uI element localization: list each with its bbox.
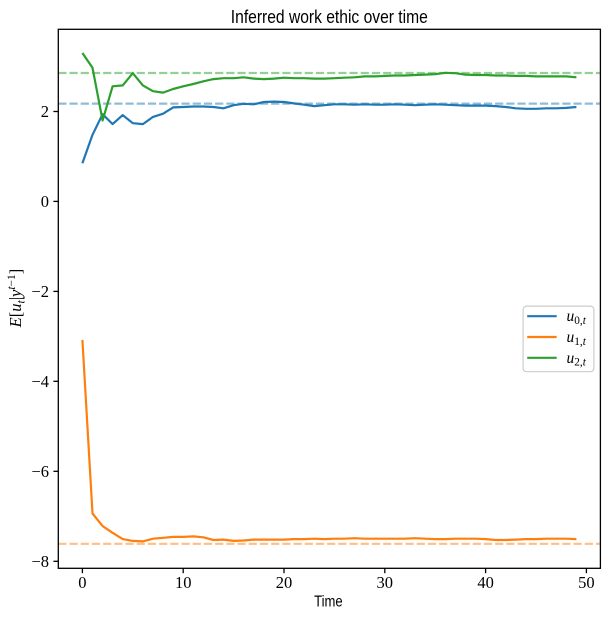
svg-text:30: 30 (377, 573, 394, 592)
svg-text:−4: −4 (31, 372, 49, 391)
svg-text:0: 0 (41, 192, 49, 211)
svg-text:u2,t: u2,t (567, 350, 587, 369)
svg-text:50: 50 (578, 573, 595, 592)
svg-text:−6: −6 (31, 462, 49, 481)
svg-text:0: 0 (78, 573, 86, 592)
svg-text:−2: −2 (31, 282, 49, 301)
svg-text:Inferred work ethic over time: Inferred work ethic over time (231, 6, 428, 27)
svg-text:E[ut|yt−1]: E[ut|yt−1] (6, 269, 28, 329)
svg-text:u0,t: u0,t (567, 308, 587, 327)
svg-text:−8: −8 (31, 552, 49, 571)
svg-text:10: 10 (175, 573, 192, 592)
svg-text:40: 40 (477, 573, 494, 592)
svg-text:u1,t: u1,t (567, 329, 587, 348)
svg-text:Time: Time (314, 594, 343, 611)
svg-text:20: 20 (276, 573, 293, 592)
svg-text:2: 2 (41, 102, 49, 121)
